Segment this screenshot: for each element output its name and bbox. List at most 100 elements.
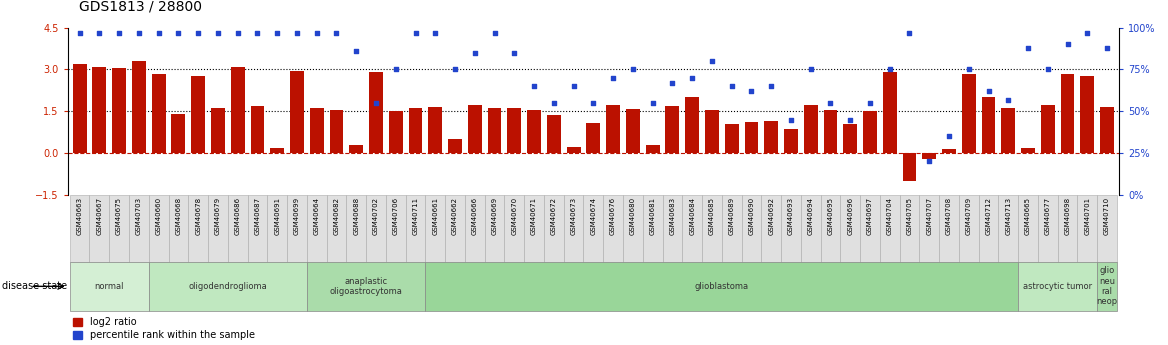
Bar <box>981 97 995 153</box>
Bar <box>465 195 485 262</box>
Bar <box>883 72 897 153</box>
Bar <box>211 108 224 153</box>
Text: GSM40690: GSM40690 <box>749 197 755 235</box>
Bar <box>72 64 86 153</box>
Bar <box>764 121 778 153</box>
Text: GSM40708: GSM40708 <box>946 197 952 235</box>
Text: normal: normal <box>95 282 124 291</box>
Bar <box>90 195 110 262</box>
Bar <box>603 195 623 262</box>
Bar <box>702 195 722 262</box>
Bar <box>939 195 959 262</box>
Text: GSM40667: GSM40667 <box>96 197 103 235</box>
Text: GSM40697: GSM40697 <box>867 197 872 235</box>
Point <box>920 159 939 164</box>
Bar <box>1100 107 1114 153</box>
Point <box>663 80 682 86</box>
Bar <box>507 108 521 153</box>
Point <box>110 30 128 36</box>
Text: GSM40692: GSM40692 <box>769 197 774 235</box>
Text: glio
neu
ral
neop: glio neu ral neop <box>1097 266 1118 306</box>
Point <box>150 30 168 36</box>
Bar <box>781 195 801 262</box>
Bar <box>267 195 287 262</box>
Bar <box>445 195 465 262</box>
Bar <box>662 195 682 262</box>
Bar <box>1038 195 1058 262</box>
Point <box>841 117 860 122</box>
Bar <box>705 110 718 153</box>
Text: GSM40668: GSM40668 <box>175 197 181 235</box>
Point <box>901 30 919 36</box>
Bar <box>349 145 363 153</box>
Bar <box>642 195 662 262</box>
Point <box>1058 41 1077 47</box>
Text: GSM40680: GSM40680 <box>630 197 635 235</box>
Bar <box>943 149 955 153</box>
Bar <box>962 73 975 153</box>
Text: GSM40660: GSM40660 <box>155 197 161 235</box>
Text: GSM40685: GSM40685 <box>709 197 715 235</box>
Text: GSM40702: GSM40702 <box>373 197 378 235</box>
Text: glioblastoma: glioblastoma <box>695 282 749 291</box>
Bar <box>959 195 979 262</box>
Text: GSM40686: GSM40686 <box>235 197 241 235</box>
Bar <box>310 108 324 153</box>
Bar <box>784 129 798 153</box>
Text: GSM40661: GSM40661 <box>432 197 438 235</box>
Bar <box>722 195 742 262</box>
Point <box>564 83 583 89</box>
Point <box>189 30 208 36</box>
Point <box>722 83 741 89</box>
Text: GSM40670: GSM40670 <box>512 197 517 235</box>
Point <box>801 67 820 72</box>
Point <box>248 30 266 36</box>
Bar <box>999 195 1018 262</box>
Bar <box>148 262 307 310</box>
Bar <box>606 105 620 153</box>
Bar <box>468 105 481 153</box>
Bar <box>70 195 90 262</box>
Point <box>524 83 543 89</box>
Bar <box>128 195 148 262</box>
Text: GSM40665: GSM40665 <box>1026 197 1031 235</box>
Point <box>446 67 465 72</box>
Text: GSM40693: GSM40693 <box>788 197 794 235</box>
Bar <box>132 61 146 153</box>
Point <box>169 30 188 36</box>
Bar <box>405 195 425 262</box>
Bar <box>840 195 860 262</box>
Bar <box>290 71 304 153</box>
Point <box>1098 45 1117 50</box>
Text: GSM40707: GSM40707 <box>926 197 932 235</box>
Text: GSM40676: GSM40676 <box>610 197 616 235</box>
Text: GSM40695: GSM40695 <box>827 197 834 235</box>
Text: GSM40688: GSM40688 <box>353 197 360 235</box>
Bar <box>409 108 423 153</box>
Bar <box>248 195 267 262</box>
Bar <box>923 153 937 159</box>
Point <box>624 67 642 72</box>
Bar <box>110 195 128 262</box>
Point <box>979 88 997 94</box>
Point <box>327 30 346 36</box>
Point <box>861 100 880 106</box>
Point <box>959 67 978 72</box>
Bar <box>586 123 600 153</box>
Text: GSM40709: GSM40709 <box>966 197 972 235</box>
Point <box>465 50 484 56</box>
Bar <box>1077 195 1097 262</box>
Bar <box>1018 195 1038 262</box>
Bar <box>92 67 106 153</box>
Bar <box>152 73 166 153</box>
Bar <box>1001 108 1015 153</box>
Bar <box>168 195 188 262</box>
Point <box>940 134 959 139</box>
Bar <box>863 111 877 153</box>
Bar <box>385 195 405 262</box>
Point <box>70 30 89 36</box>
Point <box>387 67 405 72</box>
Bar <box>1058 195 1077 262</box>
Bar <box>801 195 821 262</box>
Text: GSM40689: GSM40689 <box>729 197 735 235</box>
